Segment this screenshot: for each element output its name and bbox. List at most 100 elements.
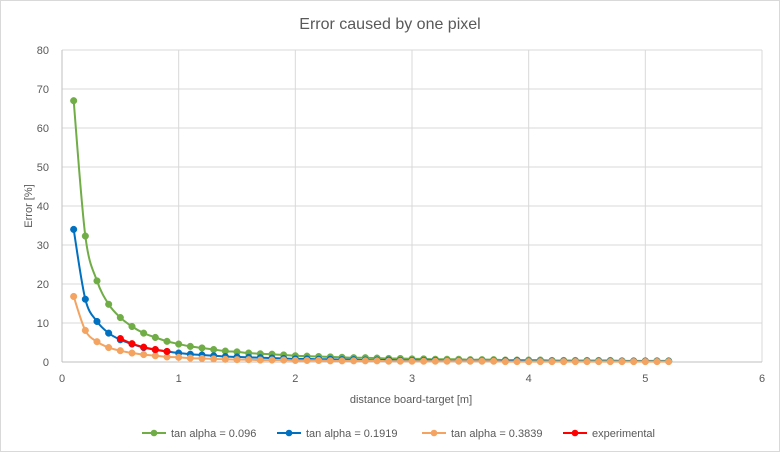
data-point <box>466 357 474 365</box>
grid-layer <box>62 49 763 362</box>
data-point <box>326 357 334 365</box>
data-point <box>210 345 218 354</box>
y-tick-label: 40 <box>37 201 49 213</box>
x-tick-label: 5 <box>642 373 648 385</box>
legend: tan alpha = 0.096 tan alpha = 0.1919 tan a… <box>142 428 655 440</box>
data-point <box>548 358 556 366</box>
legend-label: tan alpha = 0.096 <box>171 428 256 440</box>
y-tick-label: 20 <box>37 279 49 291</box>
data-point <box>373 357 381 365</box>
data-point <box>210 355 218 363</box>
data-point <box>245 356 253 364</box>
y-tick-label: 80 <box>37 45 49 57</box>
data-point <box>641 358 649 366</box>
series-line <box>72 100 669 362</box>
series-line <box>72 296 669 363</box>
legend-swatch-marker <box>285 429 293 437</box>
data-point <box>291 356 299 364</box>
y-tick-label: 10 <box>37 318 49 330</box>
data-point <box>128 340 136 348</box>
data-point <box>501 358 509 366</box>
y-tick-label: 30 <box>37 240 49 252</box>
data-point <box>606 358 614 366</box>
data-point <box>618 358 626 366</box>
data-point <box>175 353 183 361</box>
legend-item: experimental <box>563 428 655 440</box>
data-point <box>151 352 159 360</box>
data-point <box>595 358 603 366</box>
data-point <box>198 354 206 363</box>
x-axis-label: distance board-target [m] <box>350 394 472 406</box>
legend-item: tan alpha = 0.1919 <box>277 428 397 440</box>
data-point <box>268 356 276 364</box>
data-point <box>81 326 89 334</box>
data-point <box>128 322 136 331</box>
data-point <box>315 356 323 364</box>
data-point <box>525 358 533 366</box>
data-point <box>490 357 498 365</box>
y-tick-label: 70 <box>37 84 49 96</box>
series-line <box>72 229 669 363</box>
data-point <box>140 351 148 359</box>
x-tick-label: 1 <box>176 373 182 385</box>
y-tick-label: 0 <box>43 357 49 369</box>
data-point <box>385 357 393 365</box>
data-point <box>536 358 544 366</box>
x-tick-label: 6 <box>759 373 765 385</box>
data-point <box>151 345 159 354</box>
data-point <box>408 357 416 365</box>
data-point <box>571 358 579 366</box>
legend-item: tan alpha = 0.096 <box>142 428 256 440</box>
data-point <box>70 97 78 105</box>
x-tick-label: 3 <box>409 373 415 385</box>
data-point <box>128 349 136 357</box>
data-point <box>396 357 404 365</box>
data-point <box>653 358 661 366</box>
data-point <box>420 357 428 365</box>
data-point <box>140 343 148 351</box>
data-point <box>151 333 159 341</box>
legend-item: tan alpha = 0.3839 <box>422 428 542 440</box>
data-point <box>338 357 346 365</box>
data-point <box>478 357 486 365</box>
data-point <box>198 344 206 352</box>
data-point <box>175 340 183 348</box>
data-point <box>105 344 113 352</box>
data-point <box>630 358 638 366</box>
y-tick-label: 60 <box>37 123 49 135</box>
y-tick-label: 50 <box>37 162 49 174</box>
data-point <box>583 358 591 366</box>
x-tick-label: 4 <box>526 373 532 385</box>
data-point <box>70 292 78 301</box>
data-point <box>233 356 241 364</box>
series-0 <box>70 97 673 365</box>
legend-label: experimental <box>592 428 655 440</box>
data-point <box>93 317 101 325</box>
series-layer <box>70 97 673 366</box>
data-point <box>455 357 463 365</box>
data-point <box>361 357 369 365</box>
legend-swatch-marker <box>430 429 438 437</box>
data-point <box>93 338 101 346</box>
chart-title: Error caused by one pixel <box>299 16 480 33</box>
data-point <box>560 358 568 366</box>
legend-label: tan alpha = 0.1919 <box>306 428 397 440</box>
data-point <box>81 232 89 240</box>
data-point <box>303 356 311 364</box>
data-point <box>163 337 171 345</box>
data-point <box>105 329 113 337</box>
data-point <box>443 357 451 365</box>
data-point <box>116 335 124 343</box>
data-point <box>140 329 148 337</box>
data-point <box>93 277 101 285</box>
data-point <box>116 347 124 355</box>
x-tick-label: 2 <box>292 373 298 385</box>
data-point <box>163 347 171 356</box>
data-point <box>186 342 194 350</box>
data-point <box>70 225 78 233</box>
series-3 <box>116 335 171 356</box>
data-point <box>256 356 264 364</box>
data-point <box>513 358 521 366</box>
x-tick-label: 0 <box>59 373 65 385</box>
